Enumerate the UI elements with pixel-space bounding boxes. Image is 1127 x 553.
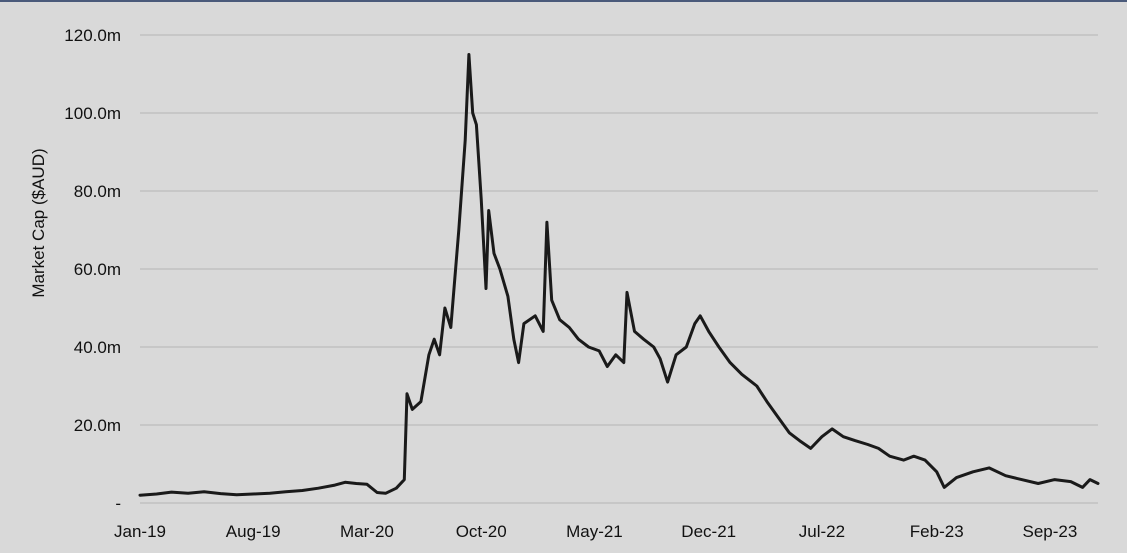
x-tick-label: Sep-23 — [1023, 522, 1078, 541]
top-border — [0, 0, 1127, 2]
x-tick-label: Mar-20 — [340, 522, 394, 541]
y-tick-label: 120.0m — [64, 26, 121, 45]
x-tick-label: Jul-22 — [799, 522, 845, 541]
x-tick-label: Dec-21 — [681, 522, 736, 541]
y-axis-label: Market Cap ($AUD) — [29, 148, 48, 297]
y-tick-label: 20.0m — [74, 416, 121, 435]
y-tick-label: 80.0m — [74, 182, 121, 201]
x-tick-label: Aug-19 — [226, 522, 281, 541]
y-tick-label: 100.0m — [64, 104, 121, 123]
y-tick-label: 40.0m — [74, 338, 121, 357]
y-axis-ticks: - 20.0m 40.0m 60.0m 80.0m 100.0m 120.0m — [64, 26, 121, 513]
x-axis-ticks: Jan-19 Aug-19 Mar-20 Oct-20 May-21 Dec-21 Jul-… — [114, 522, 1077, 541]
series-lines — [138, 53, 1100, 497]
x-tick-label: Oct-20 — [456, 522, 507, 541]
x-tick-label: Feb-23 — [910, 522, 964, 541]
x-tick-label: Jan-19 — [114, 522, 166, 541]
y-tick-label: 60.0m — [74, 260, 121, 279]
gridlines — [140, 34, 1098, 504]
y-tick-label: - — [115, 494, 121, 513]
x-tick-label: May-21 — [566, 522, 623, 541]
series-line — [138, 53, 1100, 497]
